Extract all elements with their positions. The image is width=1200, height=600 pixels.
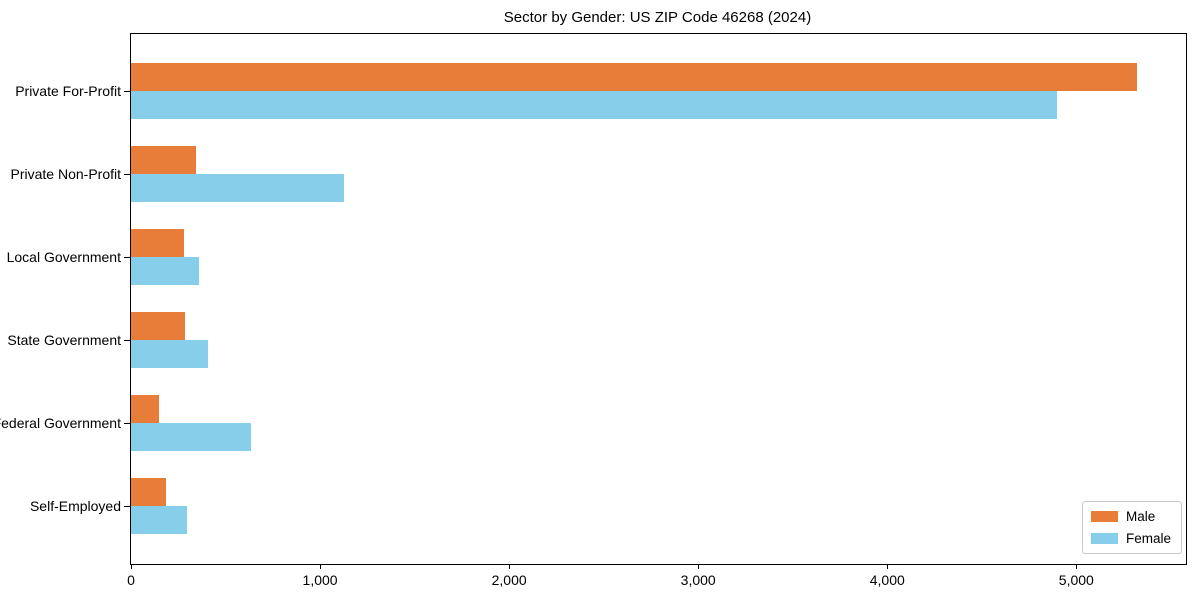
y-tick-label: Private For-Profit (15, 83, 121, 99)
x-tick-mark (508, 564, 510, 569)
y-tick-mark (124, 90, 130, 92)
x-tick-label: 1,000 (302, 572, 338, 588)
legend-item-female: Female (1090, 531, 1171, 546)
y-tick-mark (124, 173, 130, 175)
bar-male-0 (131, 63, 1137, 91)
bar-female-3 (131, 340, 208, 368)
x-tick-label: 2,000 (491, 572, 527, 588)
bar-female-4 (131, 423, 251, 451)
y-tick-label: Private Non-Profit (10, 166, 121, 182)
bar-male-5 (131, 478, 166, 506)
x-tick-mark (319, 564, 321, 569)
bar-male-1 (131, 146, 196, 174)
bar-female-0 (131, 91, 1057, 119)
x-tick-label: 3,000 (680, 572, 716, 588)
bar-female-2 (131, 257, 199, 285)
plot-area: Private For-Profit Private Non-Profit Loca… (0, 33, 1187, 588)
x-tick-mark (886, 564, 889, 569)
y-tick-label: Federal Government (0, 415, 121, 431)
legend-item-male: Male (1090, 509, 1171, 524)
legend-swatch-female (1090, 533, 1118, 544)
x-tick-mark (697, 564, 699, 569)
legend: Male Female (1081, 501, 1182, 554)
bar-male-4 (131, 395, 159, 423)
y-tick-mark (124, 256, 130, 258)
bar-male-3 (131, 312, 185, 340)
x-tick-label: 4,000 (869, 572, 905, 588)
bar-female-1 (131, 174, 344, 202)
y-tick-mark (124, 505, 130, 507)
legend-label-female: Female (1125, 531, 1171, 546)
legend-label-male: Male (1125, 509, 1156, 524)
bar-male-2 (131, 229, 184, 257)
bar-female-5 (131, 506, 187, 534)
legend-swatch-male (1090, 511, 1118, 522)
y-tick-label: State Government (7, 332, 121, 348)
x-tick-mark (1075, 564, 1078, 569)
y-tick-label: Self-Employed (29, 498, 121, 514)
y-tick-label: Local Government (6, 249, 121, 265)
chart-title: Sector by Gender: US ZIP Code 46268 (202… (503, 9, 812, 26)
x-tick-mark (130, 564, 132, 569)
x-tick-label: 0 (127, 572, 135, 588)
x-tick-label: 5,000 (1058, 572, 1094, 588)
y-tick-mark (124, 339, 130, 341)
y-tick-mark (124, 422, 130, 424)
